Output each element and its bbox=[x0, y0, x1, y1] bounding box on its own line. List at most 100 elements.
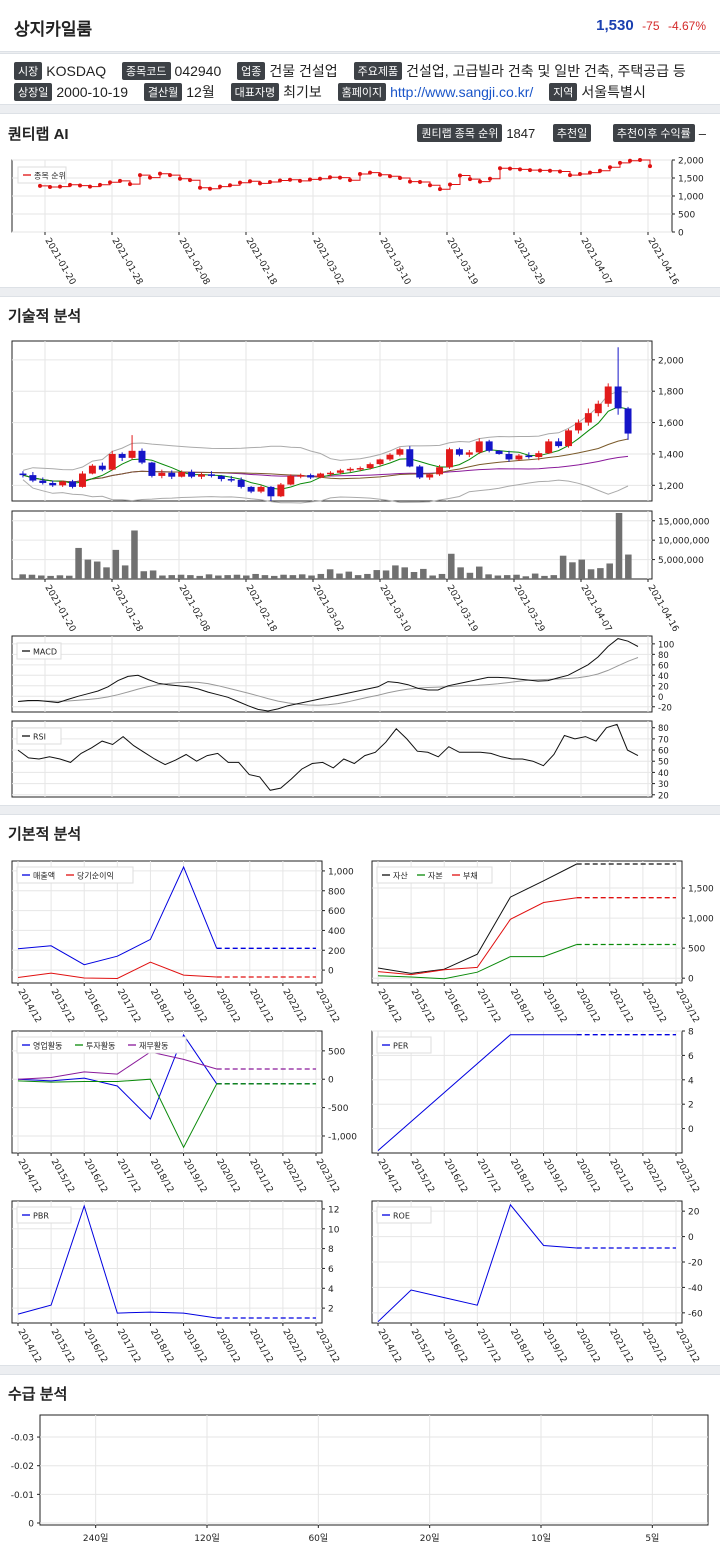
price-candle-body bbox=[138, 450, 146, 463]
rank-xtick-label: 2021-01-20 bbox=[42, 237, 77, 288]
rank-point bbox=[368, 170, 372, 175]
roe-ytick-label: -60 bbox=[688, 1309, 703, 1319]
per-xtick-label: 2017/12 bbox=[475, 1158, 502, 1195]
price-candle-body bbox=[19, 473, 27, 476]
price-candle-body bbox=[336, 470, 344, 473]
fundamental-card: 기본적 분석 0 200 400 600 800 1,000 2014/12 2015/12 2… bbox=[0, 814, 720, 1366]
sales-ytick-label: 400 bbox=[328, 927, 345, 937]
roe-legend-label: ROE bbox=[393, 1212, 410, 1221]
roe-xtick-label: 2018/12 bbox=[508, 1328, 535, 1365]
sales-xtick-label: 2016/12 bbox=[82, 988, 109, 1025]
volume-bar bbox=[531, 573, 539, 579]
volume-ytick-label: 15,000,000 bbox=[658, 517, 710, 527]
balance-ytick-label: 500 bbox=[688, 945, 705, 955]
pbr-xtick-label: 2020/12 bbox=[214, 1328, 241, 1365]
homepage-link[interactable]: http://www.sangji.co.kr/ bbox=[390, 84, 534, 100]
rank-point bbox=[388, 174, 392, 179]
rank-point bbox=[168, 173, 172, 178]
rank-ytick-label: 2,000 bbox=[678, 157, 704, 167]
rec-date-label: 추천일 bbox=[552, 124, 592, 142]
supply-ytick-label: -0.02 bbox=[11, 1462, 34, 1472]
balance-series-line bbox=[377, 897, 577, 976]
roe-xtick-label: 2020/12 bbox=[574, 1328, 601, 1365]
price-candle-body bbox=[455, 449, 463, 455]
rsi-ytick-label: 40 bbox=[658, 769, 669, 779]
rank-xtick-label: 2021-03-19 bbox=[444, 237, 479, 288]
quantlab-title: 퀀티랩 AI bbox=[8, 126, 69, 143]
volume-bar bbox=[84, 559, 92, 579]
price-candle-body bbox=[247, 486, 255, 492]
volume-bar bbox=[112, 549, 120, 579]
price-candle-body bbox=[366, 464, 374, 469]
balance-xtick-label: 2018/12 bbox=[508, 988, 535, 1025]
macd-ytick-label: 40 bbox=[658, 672, 669, 682]
volume-bar bbox=[103, 567, 110, 579]
rank-point bbox=[278, 178, 282, 183]
rank-point bbox=[428, 183, 432, 188]
price-candle-body bbox=[485, 441, 493, 451]
per-ytick-label: 2 bbox=[688, 1101, 694, 1111]
rank-point bbox=[58, 184, 62, 189]
cashflow-series-line bbox=[17, 1033, 218, 1120]
price-block: 1,530 -75 -4.67% bbox=[596, 17, 706, 35]
cashflow-legend-label: 영업활동 bbox=[33, 1041, 62, 1051]
macd-series-line bbox=[17, 638, 639, 712]
rank-point bbox=[478, 179, 482, 184]
price-candle-body bbox=[277, 484, 285, 497]
price-candle-body bbox=[49, 482, 57, 486]
price-candle-body bbox=[446, 449, 453, 468]
per-xtick-label: 2016/12 bbox=[442, 1158, 469, 1195]
info-row-1: 시장 KOSDAQ 종목코드 042940 업종 건물 건설업 주요제품 건설업, 고급… bbox=[14, 61, 698, 81]
volume-bar bbox=[615, 513, 623, 579]
rank-point bbox=[308, 177, 312, 182]
balance-ytick-label: 1,000 bbox=[688, 915, 714, 925]
rank-xtick-label: 2021-03-02 bbox=[310, 237, 345, 287]
sales-xtick-label: 2018/12 bbox=[148, 988, 175, 1025]
value-industry: 건물 건설업 bbox=[269, 63, 338, 79]
cashflow-xtick-label: 2016/12 bbox=[82, 1158, 109, 1195]
rank-ytick-label: 500 bbox=[678, 211, 695, 221]
supply-xtick-label: 10일 bbox=[531, 1533, 551, 1544]
price-candle-body bbox=[475, 441, 483, 453]
rsi-ytick-label: 60 bbox=[658, 747, 669, 757]
per-series-line bbox=[377, 1034, 577, 1151]
pbr-legend-label: PBR bbox=[33, 1212, 49, 1221]
volume-bar bbox=[215, 575, 222, 579]
volume-bar bbox=[578, 559, 586, 579]
price-candle-body bbox=[168, 472, 176, 477]
rank-point bbox=[118, 178, 122, 183]
price-candle-body bbox=[326, 472, 334, 475]
quantlab-stats: 퀀티랩 종목 순위 1847 추천일 추천이후 수익률 – bbox=[417, 124, 706, 142]
volume-xtick-label: 2021-04-16 bbox=[645, 584, 680, 632]
price-candle-body bbox=[59, 481, 67, 486]
sales-ytick-label: 0 bbox=[328, 967, 334, 977]
price-change: -75 bbox=[642, 19, 660, 33]
volume-bar bbox=[224, 575, 231, 579]
rsi-legend-label: RSI bbox=[33, 733, 46, 742]
volume-xtick-label: 2021-04-07 bbox=[578, 584, 613, 632]
supply-xtick-label: 60일 bbox=[308, 1533, 328, 1544]
supply-ytick-label: -0.01 bbox=[11, 1491, 34, 1501]
price-ytick-label: 2,000 bbox=[658, 356, 684, 366]
price-candle-body bbox=[436, 467, 444, 475]
rsi-ytick-label: 30 bbox=[658, 780, 669, 790]
price-candle-body bbox=[287, 475, 295, 485]
rank-point bbox=[488, 176, 492, 181]
value-products: 건설업, 고급빌라 건축 및 일반 건축, 주택공급 등 bbox=[406, 63, 686, 79]
rank-point bbox=[88, 184, 92, 189]
per-chart: 0 2 4 6 8 2014/12 2015/12 2016/12 2017/12 2018/12… bbox=[371, 1028, 701, 1195]
label-region: 지역 bbox=[549, 83, 578, 101]
cashflow-xtick-label: 2017/12 bbox=[115, 1158, 142, 1195]
rank-point bbox=[448, 182, 452, 187]
volume-bar bbox=[47, 575, 54, 579]
rank-point bbox=[148, 175, 152, 180]
volume-bar bbox=[457, 567, 464, 579]
volume-bar bbox=[159, 575, 166, 579]
balance-legend-label: 부채 bbox=[463, 871, 478, 881]
macd-ytick-label: 60 bbox=[658, 661, 669, 671]
rank-value: 1847 bbox=[506, 126, 536, 141]
rank-point bbox=[608, 165, 612, 170]
balance-xtick-label: 2023/12 bbox=[673, 988, 700, 1025]
volume-bar bbox=[56, 575, 64, 579]
